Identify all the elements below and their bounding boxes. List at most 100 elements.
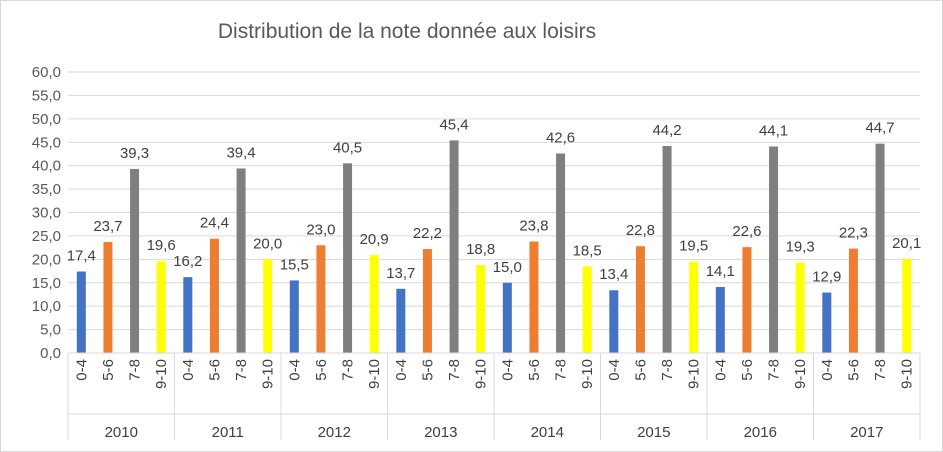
bar-2017-9-10 xyxy=(902,258,912,353)
group-label: 2017 xyxy=(850,424,883,441)
category-label: 0-4 xyxy=(606,359,623,381)
group-label: 2016 xyxy=(744,424,777,441)
category-label: 7-8 xyxy=(659,359,676,381)
bar-2013-9-10 xyxy=(476,264,486,353)
category-label: 5-6 xyxy=(100,359,117,381)
y-tick-label: 10,0 xyxy=(32,298,61,315)
data-label: 19,3 xyxy=(786,239,815,256)
data-label: 23,0 xyxy=(306,221,335,238)
bar-2014-9-10 xyxy=(582,266,592,353)
y-tick-label: 0,0 xyxy=(40,345,61,362)
category-label: 7-8 xyxy=(233,359,250,381)
data-label: 12,9 xyxy=(812,269,841,286)
category-label: 7-8 xyxy=(553,359,570,381)
bars xyxy=(76,140,912,353)
data-label: 44,1 xyxy=(759,122,788,139)
category-label: 7-8 xyxy=(340,359,357,381)
bar-2011-9-10 xyxy=(263,259,273,353)
y-tick-label: 5,0 xyxy=(40,322,61,339)
bar-2016-5-6 xyxy=(742,247,752,353)
group-label: 2010 xyxy=(105,424,138,441)
bar-2015-0-4 xyxy=(609,290,619,353)
group-label: 2015 xyxy=(637,424,670,441)
y-tick-label: 60,0 xyxy=(32,64,61,81)
data-label: 24,4 xyxy=(200,215,229,232)
category-label: 9-10 xyxy=(579,359,596,389)
bar-2015-9-10 xyxy=(689,261,699,353)
category-label: 0-4 xyxy=(499,359,516,381)
data-label: 18,8 xyxy=(466,241,495,258)
gridlines xyxy=(68,71,920,354)
group-label: 2014 xyxy=(531,424,564,441)
category-label: 7-8 xyxy=(872,359,889,381)
bar-2014-5-6 xyxy=(529,241,539,353)
category-label: 7-8 xyxy=(446,359,463,381)
category-label: 5-6 xyxy=(313,359,330,381)
y-tick-label: 45,0 xyxy=(32,134,61,151)
bar-2012-9-10 xyxy=(369,255,379,353)
data-label: 15,0 xyxy=(493,259,522,276)
data-label: 22,6 xyxy=(732,223,761,240)
group-label: 2012 xyxy=(318,424,351,441)
bar-2013-5-6 xyxy=(422,249,432,353)
group-label: 2013 xyxy=(424,424,457,441)
y-tick-label: 55,0 xyxy=(32,87,61,104)
category-label: 9-10 xyxy=(366,359,383,389)
category-label: 9-10 xyxy=(473,359,490,389)
category-label: 9-10 xyxy=(792,359,809,389)
bar-2010-7-8 xyxy=(130,168,140,353)
data-label: 44,7 xyxy=(865,120,894,137)
data-label: 13,4 xyxy=(599,266,628,283)
data-label: 14,1 xyxy=(706,263,735,280)
data-label: 13,7 xyxy=(386,265,415,282)
category-label: 7-8 xyxy=(766,359,783,381)
data-label: 23,8 xyxy=(519,218,548,235)
data-label: 44,2 xyxy=(652,122,681,139)
data-label: 18,5 xyxy=(573,242,602,259)
data-label: 45,4 xyxy=(439,116,468,133)
category-label: 0-4 xyxy=(73,359,90,381)
category-label: 5-6 xyxy=(845,359,862,381)
category-label: 5-6 xyxy=(739,359,756,381)
chart-title: Distribution de la note donnée aux loisi… xyxy=(218,20,596,43)
bar-2016-0-4 xyxy=(715,286,725,353)
category-label: 0-4 xyxy=(393,359,410,381)
data-label: 22,8 xyxy=(626,222,655,239)
y-tick-label: 25,0 xyxy=(32,228,61,245)
bar-2017-0-4 xyxy=(822,292,832,353)
data-label: 23,7 xyxy=(93,218,122,235)
data-label: 20,9 xyxy=(360,231,389,248)
bar-2011-0-4 xyxy=(183,277,193,353)
category-label: 0-4 xyxy=(286,359,303,381)
category-label: 0-4 xyxy=(712,359,729,381)
category-label: 5-6 xyxy=(419,359,436,381)
bar-2015-5-6 xyxy=(635,246,645,353)
bar-2010-5-6 xyxy=(103,242,113,353)
category-label: 0-4 xyxy=(819,359,836,381)
data-label: 39,4 xyxy=(226,144,255,161)
bar-2016-7-8 xyxy=(769,146,779,353)
group-label: 2011 xyxy=(212,424,244,441)
category-label: 0-4 xyxy=(180,359,197,381)
category-label: 9-10 xyxy=(260,359,277,389)
y-tick-label: 35,0 xyxy=(32,181,61,198)
data-label: 19,5 xyxy=(679,238,708,255)
bar-2014-7-8 xyxy=(556,153,566,353)
data-label: 22,3 xyxy=(839,225,868,242)
y-tick-label: 30,0 xyxy=(32,205,61,222)
y-tick-label: 15,0 xyxy=(32,275,61,292)
y-axis: 0,0 5,0 10,0 15,0 20,0 25,0 30,0 35,0 40,0 45,0 50… xyxy=(32,64,61,362)
bar-2010-9-10 xyxy=(156,261,166,353)
data-label: 40,5 xyxy=(333,139,362,156)
data-label: 17,4 xyxy=(67,248,96,265)
data-label: 19,6 xyxy=(147,237,176,254)
bar-2011-5-6 xyxy=(209,238,219,353)
bar-2017-7-8 xyxy=(875,143,885,353)
category-label: 9-10 xyxy=(153,359,170,389)
data-label: 16,2 xyxy=(173,253,202,270)
category-label: 9-10 xyxy=(899,359,916,389)
data-label: 42,6 xyxy=(546,129,575,146)
bar-2013-0-4 xyxy=(396,288,406,353)
